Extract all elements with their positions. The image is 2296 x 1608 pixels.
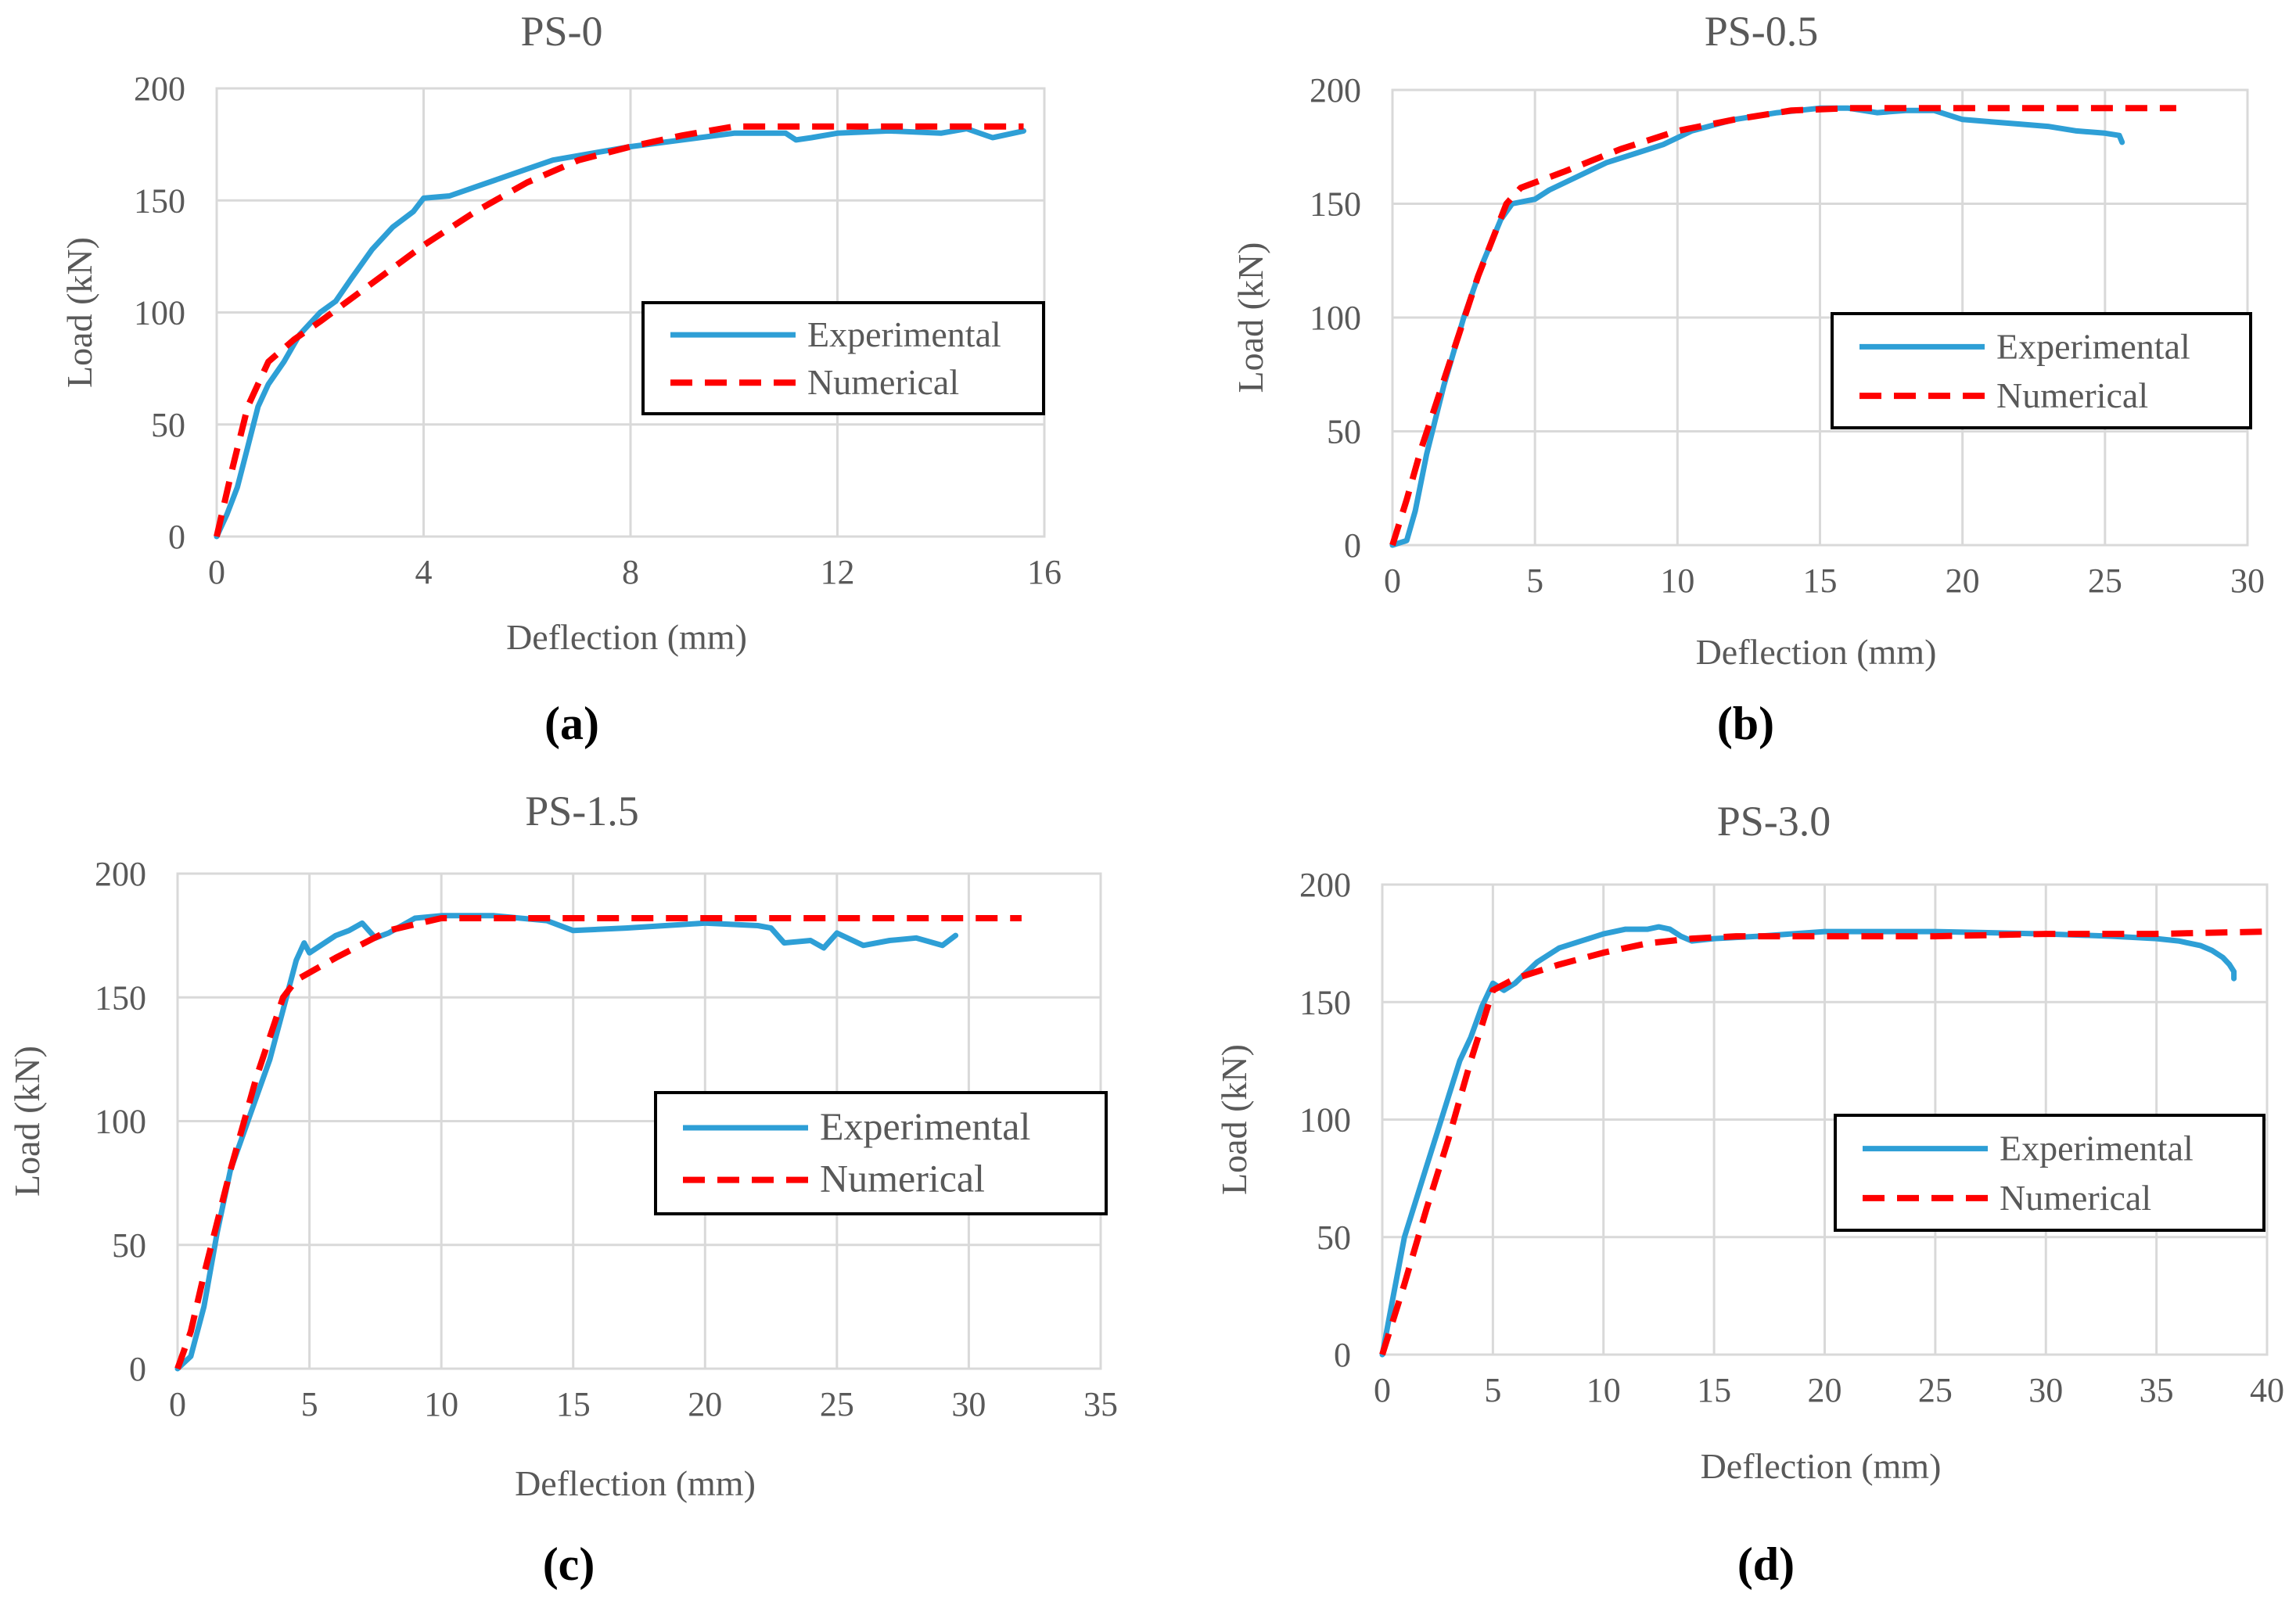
x-tick-label: 5: [301, 1385, 318, 1423]
x-tick-label: 10: [1660, 562, 1694, 600]
x-tick-label: 25: [820, 1385, 854, 1423]
chart-panel-1: 0 4 8 12 16 0 50 100 150 200 PS-0 Deflection (mm) Lo…: [59, 8, 1062, 749]
series-line-numerical: [1389, 105, 2176, 547]
panel-label: (a): [544, 698, 599, 749]
x-tick-label: 30: [2230, 562, 2265, 600]
chart-panel-2: 0 5 10 15 20 25 30 0 50 100 150 200 PS-0.5 Deflection…: [1231, 8, 2265, 749]
x-tick-label: 25: [2088, 562, 2122, 600]
y-tick-label: 200: [1299, 866, 1351, 904]
panel-label: (b): [1717, 698, 1774, 749]
series-line-numerical: [174, 915, 1022, 1370]
panel-label: (d): [1737, 1538, 1795, 1590]
y-tick-label: 0: [129, 1350, 146, 1388]
x-tick-label: 5: [1484, 1371, 1501, 1409]
y-tick-label: 50: [1327, 413, 1361, 451]
legend: Experimental Numerical: [1831, 312, 2252, 429]
x-tick-label: 0: [1384, 562, 1401, 600]
series-line-numerical: [214, 123, 1024, 537]
x-tick-label: 20: [688, 1385, 722, 1423]
y-tick-label: 50: [112, 1226, 146, 1265]
legend-label-experimental: Experimental: [2000, 1129, 2194, 1168]
legend-label-experimental: Experimental: [807, 314, 1001, 354]
x-tick-label: 15: [556, 1385, 591, 1423]
y-tick-label: 150: [1310, 185, 1361, 224]
legend: Experimental Numerical: [654, 1091, 1108, 1215]
x-axis-label: Deflection (mm): [1696, 632, 1937, 672]
y-tick-label: 100: [1310, 299, 1361, 337]
legend-label-numerical: Numerical: [1996, 375, 2148, 415]
y-tick-label: 50: [151, 406, 185, 444]
x-tick-label: 15: [1697, 1371, 1731, 1409]
x-tick-label: 10: [1586, 1371, 1621, 1409]
y-tick-label: 0: [1334, 1336, 1351, 1374]
y-axis-label: Load (kN): [1231, 242, 1270, 393]
y-tick-label: 100: [95, 1103, 146, 1141]
legend-label-numerical: Numerical: [807, 362, 959, 402]
x-tick-label: 40: [2250, 1371, 2284, 1409]
x-tick-label: 8: [622, 553, 639, 591]
x-axis-label: Deflection (mm): [515, 1463, 756, 1503]
y-tick-label: 150: [95, 978, 146, 1017]
x-axis-label: Deflection (mm): [506, 617, 747, 657]
y-tick-label: 0: [168, 518, 185, 556]
legend-label-numerical: Numerical: [820, 1157, 985, 1201]
x-tick-label: 25: [1918, 1371, 1953, 1409]
chart-title: PS-1.5: [525, 788, 639, 835]
series-line-experimental: [214, 126, 1026, 540]
chart-title: PS-3.0: [1717, 798, 1831, 845]
legend-label-numerical: Numerical: [2000, 1178, 2151, 1218]
y-tick-label: 50: [1317, 1219, 1351, 1257]
y-tick-label: 200: [95, 855, 146, 893]
x-tick-label: 5: [1526, 562, 1543, 600]
x-tick-label: 4: [415, 553, 433, 591]
series-line-experimental: [1379, 924, 2237, 1358]
y-axis-label: Load (kN): [7, 1046, 47, 1197]
x-tick-label: 16: [1027, 553, 1062, 591]
y-tick-label: 0: [1344, 526, 1361, 565]
panel-label: (c): [543, 1538, 595, 1590]
x-tick-label: 35: [1083, 1385, 1118, 1423]
legend-box: [1834, 1114, 2265, 1232]
y-tick-label: 100: [1299, 1101, 1351, 1140]
y-axis-label: Load (kN): [59, 237, 99, 388]
legend-box: [654, 1091, 1108, 1215]
legend-label-experimental: Experimental: [820, 1104, 1030, 1148]
y-tick-label: 100: [134, 294, 185, 332]
chart-title: PS-0.5: [1705, 8, 1819, 55]
y-tick-label: 200: [134, 70, 185, 108]
x-axis-label: Deflection (mm): [1701, 1446, 1942, 1486]
x-tick-label: 20: [1946, 562, 1980, 600]
y-axis-label: Load (kN): [1214, 1044, 1254, 1195]
x-tick-label: 10: [424, 1385, 458, 1423]
y-tick-label: 150: [134, 181, 185, 220]
legend-box: [1831, 312, 2252, 429]
y-tick-label: 200: [1310, 71, 1361, 109]
x-tick-label: 12: [821, 553, 855, 591]
y-tick-label: 150: [1299, 983, 1351, 1021]
x-tick-label: 15: [1803, 562, 1838, 600]
legend-label-experimental: Experimental: [1996, 326, 2190, 366]
series-line-experimental: [174, 913, 959, 1372]
x-tick-label: 0: [1374, 1371, 1391, 1409]
chart-title: PS-0: [520, 8, 602, 55]
chart-panel-3: 0 5 10 15 20 25 30 35 0 50 100 150 200 PS-1.5 Deflecti…: [7, 788, 1118, 1590]
chart-panel-4: 0 5 10 15 20 25 30 35 40 0 50 100 150 200 PS-3.0 Deflec…: [1214, 798, 2284, 1590]
x-tick-label: 35: [2140, 1371, 2174, 1409]
x-tick-label: 30: [951, 1385, 986, 1423]
x-tick-label: 0: [169, 1385, 186, 1423]
x-tick-label: 30: [2028, 1371, 2063, 1409]
legend: Experimental Numerical: [1834, 1114, 2265, 1232]
x-tick-label: 20: [1808, 1371, 1842, 1409]
x-tick-label: 0: [208, 553, 225, 591]
legend-box: [641, 301, 1045, 415]
legend: Experimental Numerical: [641, 301, 1045, 415]
series-line-numerical: [1379, 928, 2268, 1356]
